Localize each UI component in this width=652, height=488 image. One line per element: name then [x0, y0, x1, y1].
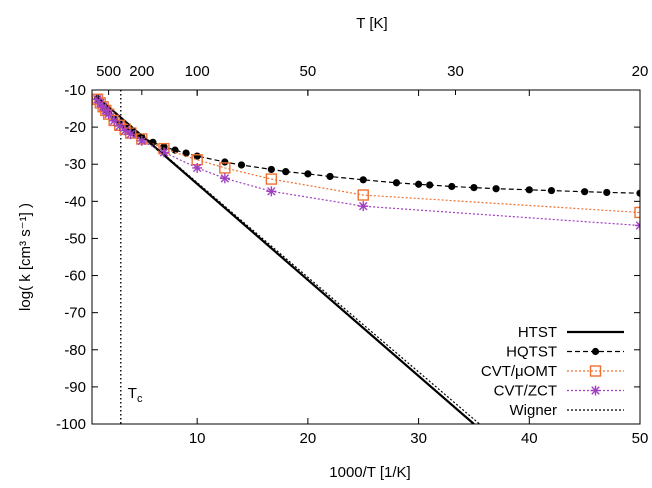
data-point-cvt-zct-stroke [115, 121, 124, 131]
data-point-cvt-zct [219, 173, 230, 184]
y-tick-label: -60 [64, 268, 86, 285]
x-tick-label: 30 [410, 430, 427, 447]
data-point-cvt-zct-stroke [137, 136, 147, 146]
data-point-cvt-zct [635, 220, 640, 231]
data-point-cvt-zct [192, 162, 203, 173]
y-tick-label: -50 [64, 230, 86, 247]
data-point-hqtst [426, 181, 434, 189]
data-point-cvt-zct-stroke [159, 148, 169, 157]
y-tick-label: -10 [64, 82, 86, 99]
data-point-cvt-zct [125, 129, 136, 140]
data-point-cvt-zct-stroke [192, 163, 202, 173]
top-tick-label: 50 [300, 63, 317, 80]
tc-label: Tc [128, 385, 143, 405]
x-tick-label: 40 [521, 430, 538, 447]
data-point-cvt-omt [265, 173, 278, 185]
data-point-cvt-zct-stroke [104, 109, 113, 119]
legend-marker-cvt-omt [589, 365, 602, 377]
data-point-hqtst [304, 170, 312, 178]
x-tick-label: 20 [300, 430, 317, 447]
legend-label-wigner: Wigner [509, 402, 557, 419]
data-point-hqtst [392, 179, 401, 187]
y-tick-label: -90 [64, 379, 86, 396]
top-tick-label: 500 [96, 63, 121, 80]
data-point-hqtst [525, 186, 533, 194]
series-htst [96, 96, 475, 424]
data-point-hqtst [492, 185, 500, 193]
series-line-htst [96, 96, 475, 424]
data-point-cvt-omt [357, 189, 369, 201]
data-point-cvt-zct-stroke [220, 174, 230, 183]
data-point-hqtst [359, 176, 367, 184]
data-point-cvt-zct [103, 109, 114, 120]
data-point-hqtst [160, 143, 168, 151]
data-point-cvt-omt [634, 206, 640, 219]
data-point-hqtst [603, 188, 611, 197]
legend-label-hqtst: HQTST [506, 344, 557, 361]
legend-marker-cvt-zct-stroke [591, 386, 600, 395]
top-tick-label: 30 [447, 63, 464, 80]
x-axis-title: 1000/T [1/K] [329, 464, 410, 481]
data-point-cvt-zct-stroke [358, 201, 368, 211]
y-tick-label: -20 [64, 119, 86, 136]
x-tick-label: 50 [632, 430, 649, 447]
data-point-cvt-zct-stroke [635, 224, 640, 230]
data-point-cvt-zct [266, 186, 277, 197]
data-point-hqtst [237, 161, 246, 169]
data-point-cvt-zct-stroke [635, 221, 640, 227]
data-point-cvt-zct-stroke [126, 129, 135, 139]
top-axis-title: T [K] [356, 15, 387, 32]
data-point-cvt-zct [136, 135, 147, 146]
legend-marker-cvt-zct [590, 385, 601, 396]
plot-frame [91, 89, 641, 425]
series-line-hqtst [97, 98, 640, 194]
data-point-cvt-zct [358, 201, 369, 212]
data-point-hqtst [547, 186, 556, 195]
data-point-cvt-zct [114, 120, 125, 131]
y-tick-label: -40 [64, 193, 86, 210]
data-point-cvt-omt [219, 162, 231, 174]
data-point-cvt-zct-stroke [109, 116, 119, 126]
x-tick-label: 10 [189, 430, 206, 447]
data-point-cvt-zct [120, 125, 131, 136]
y-tick-label: -30 [64, 156, 86, 173]
data-point-hqtst [326, 172, 334, 181]
data-point-hqtst [171, 146, 179, 154]
top-tick-label: 100 [185, 63, 210, 80]
data-point-hqtst [282, 168, 290, 176]
data-point-hqtst [470, 184, 478, 192]
legend-label-htst: HTST [518, 324, 557, 341]
data-point-cvt-zct-stroke [267, 187, 276, 196]
data-point-hqtst [149, 138, 157, 146]
data-point-hqtst [448, 182, 456, 191]
data-point-cvt-zct-stroke [120, 126, 130, 135]
y-tick-label: -100 [56, 416, 86, 433]
data-point-hqtst [636, 189, 640, 197]
series-cvt-zct [92, 94, 640, 231]
data-point-hqtst [414, 180, 423, 188]
legend-label-cvt-omt: CVT/μOMT [481, 363, 557, 380]
series-hqtst [93, 94, 640, 197]
y-tick-label: -70 [64, 305, 86, 322]
data-point-hqtst [581, 188, 589, 196]
legend-label-cvt-zct: CVT/ZCT [494, 383, 557, 400]
series-cvt-omt [92, 93, 640, 219]
series-line-cvt-zct [97, 98, 640, 227]
legend-marker-hqtst [591, 347, 600, 356]
data-point-hqtst [221, 158, 229, 166]
data-point-hqtst [267, 165, 275, 174]
top-tick-label: 200 [129, 63, 154, 80]
top-tick-label: 20 [632, 63, 649, 80]
y-tick-label: -80 [64, 342, 86, 359]
y-axis-title: log( k [cm³ s⁻¹] ) [17, 203, 34, 311]
data-point-cvt-zct [158, 147, 169, 158]
